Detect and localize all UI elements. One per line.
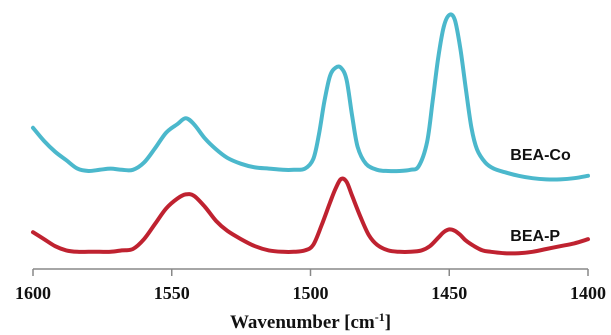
plot-area: [31, 12, 590, 256]
series-line-bea-co: [31, 12, 590, 182]
x-tick-label: 1550: [154, 283, 190, 303]
x-axis-title: Wavenumber [cm-1]: [230, 310, 391, 333]
x-tick-label: 1400: [570, 283, 606, 303]
x-tick-label: 1600: [15, 283, 51, 303]
x-axis-ticks: 1600 1550 1500 1450 1400: [15, 269, 606, 303]
series-line-bea-p: [31, 176, 590, 256]
series-labels: BEA-Co BEA-P: [510, 147, 571, 245]
x-tick-label: 1450: [431, 283, 467, 303]
x-tick-label: 1500: [293, 283, 329, 303]
series-label-bea-p: BEA-P: [510, 228, 560, 245]
series-label-bea-co: BEA-Co: [510, 147, 571, 164]
